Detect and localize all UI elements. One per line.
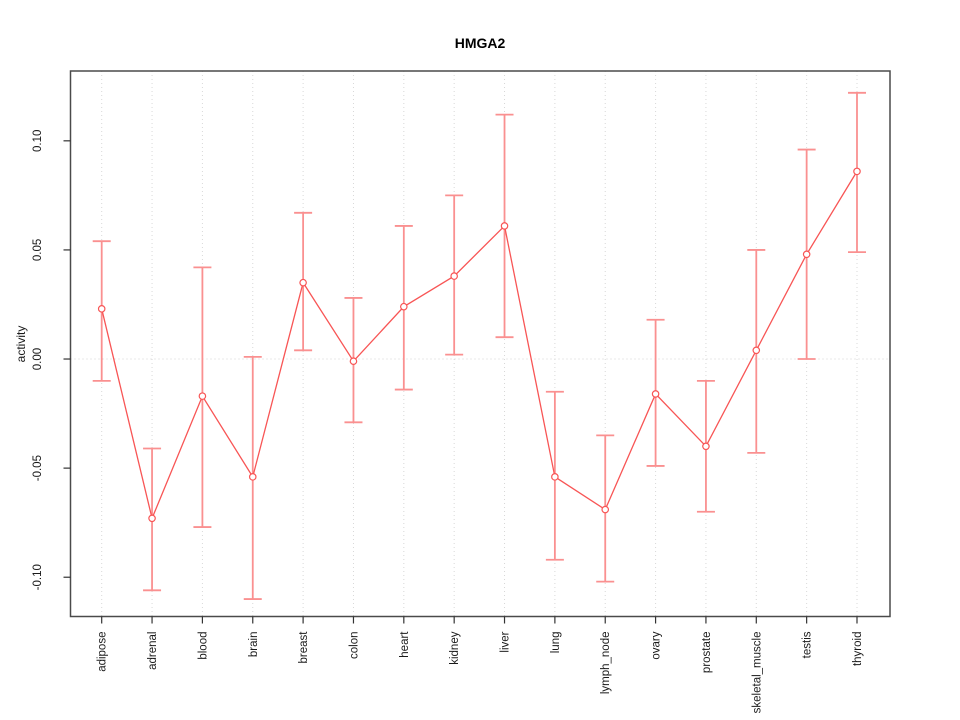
y-tick-label-0.10: 0.10 xyxy=(32,130,44,152)
chart-title: HMGA2 xyxy=(455,35,506,51)
x-tick-label-liver: liver xyxy=(500,631,512,652)
data-point-skeletal_muscle xyxy=(752,346,761,355)
data-point-colon xyxy=(349,357,358,366)
y-tick-label--0.05: -0.05 xyxy=(32,455,44,481)
x-tick-label-lung: lung xyxy=(550,632,562,654)
series-layer xyxy=(97,167,861,523)
axis-layer: 0.10 0.05 0.00 -0.05 -0.10 adipose adrenal bloo… xyxy=(32,70,891,714)
data-point-prostate xyxy=(702,442,710,451)
x-tick-label-heart: heart xyxy=(399,631,411,658)
data-point-blood xyxy=(198,392,207,400)
data-point-testis xyxy=(802,250,811,259)
x-tick-label-ovary: ovary xyxy=(651,631,663,659)
x-tick-label-breast: breast xyxy=(298,631,310,664)
x-tick-label-brain: brain xyxy=(248,632,260,658)
y-axis-label: activity xyxy=(14,326,28,363)
data-point-adrenal xyxy=(148,514,156,523)
plot-border xyxy=(69,70,891,618)
x-tick-label-thyroid: thyroid xyxy=(852,632,864,667)
y-tick-label-0.05: 0.05 xyxy=(32,239,44,261)
data-point-brain xyxy=(248,473,257,481)
y-tick-label-0.00: 0.00 xyxy=(32,348,44,370)
data-point-lymph_node xyxy=(601,505,610,514)
x-tick-label-skeletal_muscle: skeletal_muscle xyxy=(751,632,763,714)
data-point-lung xyxy=(551,473,559,481)
data-point-thyroid xyxy=(853,167,861,176)
error-bar-layer xyxy=(92,91,866,600)
x-tick-label-adipose: adipose xyxy=(97,632,109,672)
x-tick-label-colon: colon xyxy=(348,632,360,660)
y-tick-label--0.10: -0.10 xyxy=(32,564,44,590)
data-point-adipose xyxy=(97,305,106,313)
x-tick-label-lymph_node: lymph_node xyxy=(600,632,612,695)
x-tick-label-kidney: kidney xyxy=(449,631,461,664)
data-point-ovary xyxy=(651,390,660,398)
data-point-liver xyxy=(500,222,509,230)
data-point-heart xyxy=(400,302,408,311)
series-line xyxy=(101,171,858,521)
x-tick-label-blood: blood xyxy=(197,632,209,660)
x-tick-label-adrenal: adrenal xyxy=(147,632,159,670)
x-tick-label-testis: testis xyxy=(802,631,814,658)
data-point-breast xyxy=(299,278,307,287)
grid-layer xyxy=(70,71,890,617)
data-point-kidney xyxy=(450,272,458,280)
x-tick-label-prostate: prostate xyxy=(701,632,713,674)
